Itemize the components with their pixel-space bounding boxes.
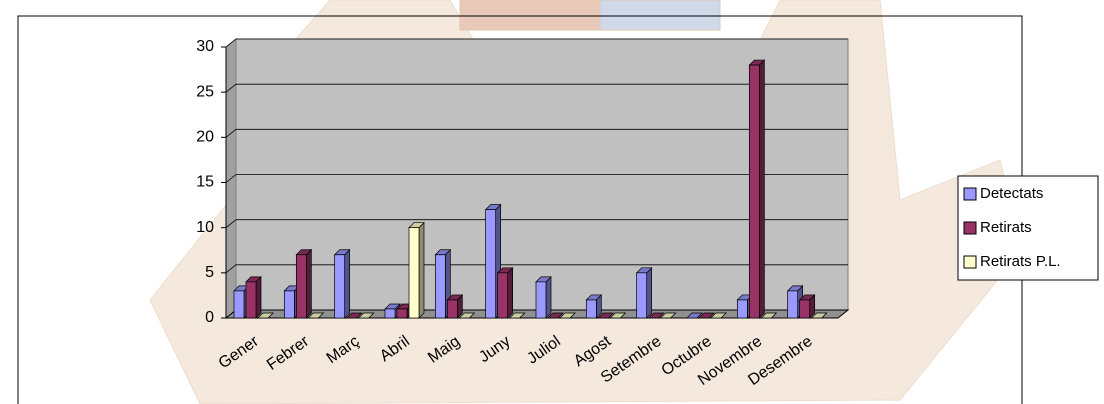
bar-top xyxy=(508,312,526,319)
y-tick-label: 20 xyxy=(196,129,214,146)
bar xyxy=(295,254,307,319)
y-tick-label: 25 xyxy=(196,83,214,100)
y-tick-label: 15 xyxy=(196,174,214,191)
bar xyxy=(497,272,509,319)
bar-top xyxy=(257,312,274,319)
bar-side xyxy=(418,221,425,319)
legend-swatch xyxy=(963,255,977,269)
bar xyxy=(408,227,420,319)
bar xyxy=(434,254,446,319)
bar-top xyxy=(597,312,615,319)
y-tick-label: 0 xyxy=(205,309,214,326)
bar xyxy=(748,64,760,319)
bar xyxy=(233,290,245,319)
bar xyxy=(485,209,497,319)
bar-side xyxy=(305,248,312,319)
bar-top xyxy=(710,312,727,319)
bar-top xyxy=(609,312,627,319)
bar-top xyxy=(559,312,576,319)
bar xyxy=(799,299,811,319)
bar xyxy=(535,281,547,319)
grid-line xyxy=(225,264,848,274)
bar xyxy=(736,299,748,319)
bar-top xyxy=(357,312,375,319)
bar-top xyxy=(458,312,476,319)
bar xyxy=(396,308,408,319)
bar-side xyxy=(344,248,351,319)
bar xyxy=(283,290,295,319)
grid-line xyxy=(225,219,848,228)
legend: Detectats Retirats Retirats P.L. xyxy=(957,175,1099,281)
legend-label: Retirats P.L. xyxy=(980,253,1061,270)
bar-top xyxy=(760,312,778,319)
bar-top xyxy=(810,312,828,319)
grid-line xyxy=(225,38,848,48)
bar xyxy=(245,281,257,319)
bar-top xyxy=(659,312,677,319)
bar-side xyxy=(507,266,514,319)
bar xyxy=(787,290,799,319)
legend-swatch xyxy=(963,221,977,235)
legend-label: Retirats xyxy=(980,219,1032,236)
y-tick-label: 30 xyxy=(196,38,214,55)
grid-line xyxy=(225,174,848,183)
legend-label: Detectats xyxy=(980,185,1043,202)
bar xyxy=(446,299,458,319)
bar-top xyxy=(307,312,325,319)
bar-top xyxy=(686,312,703,319)
bar-top xyxy=(647,312,665,319)
legend-box xyxy=(957,175,1099,281)
bar-top xyxy=(698,312,715,319)
y-tick-label: 5 xyxy=(205,264,214,281)
y-tick-label: 10 xyxy=(196,219,214,236)
grid-line xyxy=(225,128,848,138)
bar xyxy=(636,272,648,319)
bar-side xyxy=(255,276,262,319)
bar xyxy=(384,308,396,319)
bar xyxy=(585,299,597,319)
bar xyxy=(334,254,346,319)
legend-swatch xyxy=(963,187,977,201)
bar-side xyxy=(758,59,765,319)
bar-side xyxy=(646,266,653,319)
bar-top xyxy=(345,312,363,319)
bar-top xyxy=(547,312,564,319)
bar-side xyxy=(545,276,552,319)
grid-line xyxy=(225,83,848,93)
